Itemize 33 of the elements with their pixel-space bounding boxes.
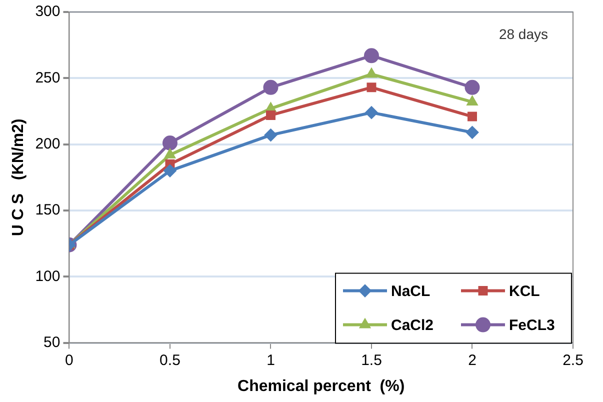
point	[466, 95, 478, 106]
y-tick-label: 250	[35, 69, 60, 86]
point	[366, 82, 376, 92]
legend-label: CaCl2	[391, 316, 434, 334]
point	[466, 126, 479, 139]
y-axis-title: U C S (KN/m2)	[10, 118, 28, 236]
point	[164, 148, 176, 158]
legend-label: FeCL3	[509, 316, 555, 334]
y-tick-label: 100	[35, 268, 60, 285]
y-tick-label: 50	[44, 334, 60, 351]
point	[366, 68, 378, 78]
point	[263, 80, 278, 95]
x-axis-title: Chemical percent (%)	[238, 378, 405, 395]
annotation: 28 days	[498, 26, 548, 42]
y-tick-label: 150	[35, 202, 60, 219]
x-tick-label: 1	[266, 352, 275, 369]
legend-label: KCL	[509, 282, 540, 300]
point	[364, 48, 379, 64]
y-tick-label: 300	[35, 3, 60, 20]
x-tick-label: 2.5	[562, 352, 584, 369]
x-tick-label: 1.5	[361, 352, 382, 369]
point	[468, 112, 477, 122]
point	[266, 110, 276, 120]
point	[464, 80, 480, 95]
y-tick-label: 200	[35, 135, 60, 152]
point	[364, 106, 378, 120]
point	[163, 164, 176, 178]
x-tick-label: 0.5	[160, 352, 180, 369]
point	[264, 128, 278, 142]
x-tick-label: 2	[468, 352, 476, 369]
point	[162, 135, 178, 150]
legend-label: NaCL	[391, 282, 430, 300]
x-tick-label: 0	[65, 352, 74, 369]
